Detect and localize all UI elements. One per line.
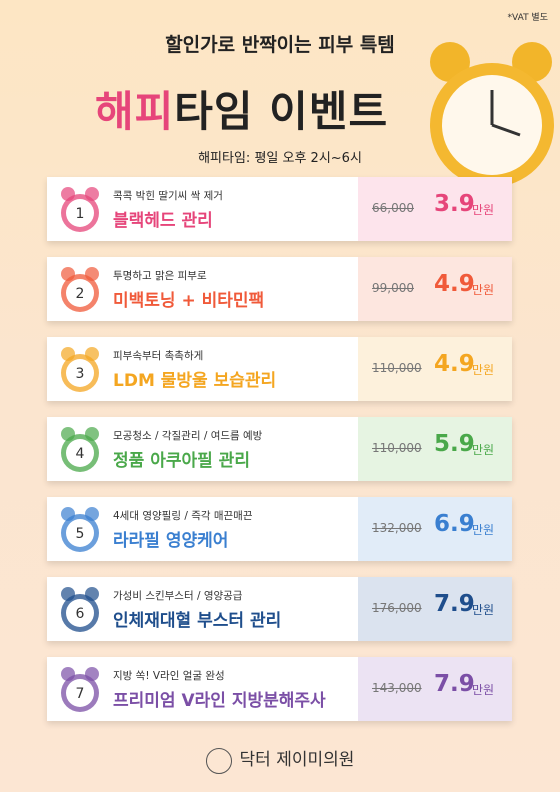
clock-svg: 4: [61, 427, 99, 472]
clock-svg: 5: [61, 507, 99, 552]
item-subtitle: 콕콕 박힌 딸기씨 싹 제거: [113, 190, 223, 202]
vat-note: *VAT 별도: [507, 13, 548, 23]
item-subtitle: 지방 쏙! V라인 얼굴 완성: [113, 670, 225, 682]
tagline: 할인가로 반짝이는 피부 특템: [165, 34, 395, 56]
title-rest: 타임 이벤트: [174, 87, 389, 136]
price-unit: 만원: [472, 203, 495, 217]
clock-svg: 1: [61, 187, 99, 232]
sale-price: 3.9: [434, 191, 475, 217]
item-price: 132,000 6.9 만원: [358, 497, 512, 561]
item-price: 110,000 5.9 만원: [358, 417, 512, 481]
original-price: 66,000: [372, 201, 414, 215]
item-subtitle: 피부속부터 촉촉하게: [113, 350, 204, 362]
sale-price: 7.9: [434, 671, 475, 697]
item-price: 143,000 7.9 만원: [358, 657, 512, 721]
original-price: 110,000: [372, 361, 422, 375]
original-price: 143,000: [372, 681, 422, 695]
clock-icon: 2: [57, 265, 103, 319]
item-price: 176,000 7.9 만원: [358, 577, 512, 641]
item-info: 3 피부속부터 촉촉하게 LDM 물방울 보습관리: [47, 337, 358, 401]
clock-icon: 6: [57, 585, 103, 639]
clock-icon: 5: [57, 505, 103, 559]
clock-icon: 7: [57, 665, 103, 719]
item-number: 4: [76, 446, 85, 462]
title-accent: 해피: [95, 87, 175, 136]
item-card: 3 피부속부터 촉촉하게 LDM 물방울 보습관리 110,000 4.9 만원: [47, 337, 512, 401]
item-number: 1: [76, 206, 85, 222]
item-price: 66,000 3.9 만원: [358, 177, 512, 241]
sale-price: 5.9: [434, 431, 475, 457]
alarm-clock: [430, 42, 554, 187]
clock-svg: 6: [61, 587, 99, 632]
price-unit: 만원: [472, 523, 495, 537]
item-name: 프리미엄 V라인 지방분해주사: [113, 691, 326, 711]
clinic-name: 닥터 제이미의원: [0, 745, 560, 774]
hours: 해피타임: 평일 오후 2시~6시: [198, 151, 362, 166]
item-name: 정품 아쿠아필 관리: [113, 451, 250, 471]
item-name: LDM 물방울 보습관리: [113, 371, 277, 391]
price-unit: 만원: [472, 683, 495, 697]
item-price: 99,000 4.9 만원: [358, 257, 512, 321]
item-subtitle: 모공청소 / 각질관리 / 여드름 예방: [113, 430, 263, 442]
item-number: 6: [76, 606, 85, 622]
sale-price: 6.9: [434, 511, 475, 537]
item-number: 7: [76, 686, 85, 702]
item-name: 블랙헤드 관리: [113, 211, 213, 231]
clock-svg: 3: [61, 347, 99, 392]
sale-price: 4.9: [434, 271, 475, 297]
sale-price: 4.9: [434, 351, 475, 377]
item-subtitle: 4세대 영양필링 / 즉각 매끈매끈: [113, 510, 253, 522]
original-price: 99,000: [372, 281, 414, 295]
clock-svg: 2: [61, 267, 99, 312]
item-number: 2: [76, 286, 85, 302]
price-unit: 만원: [472, 363, 495, 377]
item-name: 인체재대혈 부스터 관리: [113, 611, 282, 631]
original-price: 132,000: [372, 521, 422, 535]
item-name: 미백토닝 + 비타민팩: [113, 291, 265, 311]
logo: [205, 747, 232, 774]
item-subtitle: 가성비 스킨부스터 / 영양공급: [113, 590, 243, 602]
original-price: 176,000: [372, 601, 422, 615]
item-number: 5: [76, 526, 85, 542]
price-unit: 만원: [472, 603, 495, 617]
clock-icon: 4: [57, 425, 103, 479]
clock-svg: 7: [61, 667, 99, 712]
item-subtitle: 투명하고 맑은 피부로: [113, 270, 207, 282]
clock-icon: 3: [57, 345, 103, 399]
price-unit: 만원: [472, 283, 495, 297]
sale-price: 7.9: [434, 591, 475, 617]
clinic-text: 닥터 제이미의원: [239, 750, 355, 770]
clock-icon: 1: [57, 185, 103, 239]
price-unit: 만원: [472, 443, 495, 457]
item-price: 110,000 4.9 만원: [358, 337, 512, 401]
title: 해피타임 이벤트: [95, 78, 388, 139]
item-name: 라라필 영양케어: [113, 531, 229, 551]
item-number: 3: [76, 366, 85, 382]
original-price: 110,000: [372, 441, 422, 455]
